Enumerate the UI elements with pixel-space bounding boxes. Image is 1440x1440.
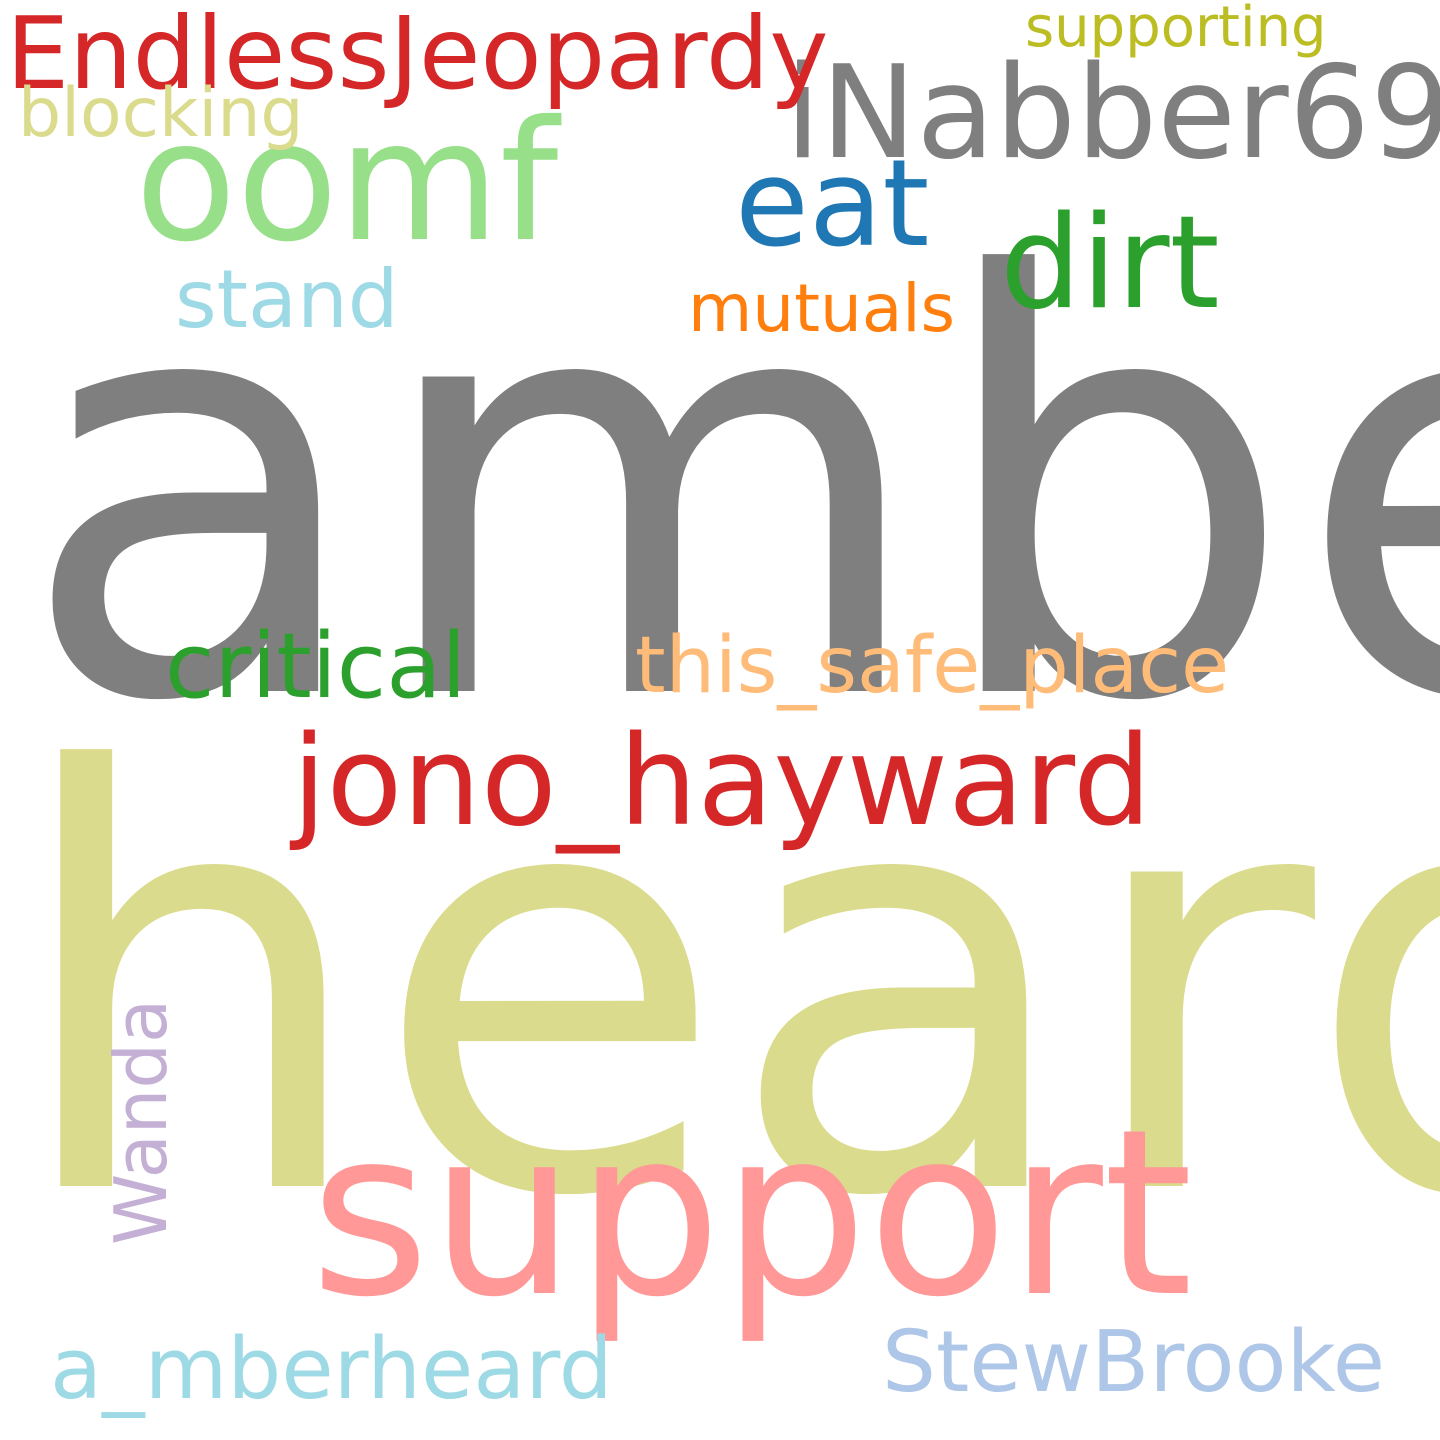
word-jono-hayward: jono_hayward [292, 710, 1152, 854]
word-amber: amber [18, 157, 1440, 827]
word-support: support [310, 1081, 1194, 1348]
word-wanda: Wanda [99, 998, 183, 1245]
word-mutuals: mutuals [688, 270, 955, 347]
word-stand: stand [175, 253, 399, 346]
word-blocking: blocking [18, 74, 304, 153]
word-stewbrooke: StewBrooke [882, 1313, 1385, 1412]
word-this-safe-place: this_safe_place [635, 621, 1230, 711]
word-dirt: dirt [1000, 189, 1220, 338]
word-endlessjeopardy: EndlessJeopardy [6, 0, 829, 112]
word-critical: critical [165, 614, 467, 719]
word-eat: eat [735, 135, 930, 274]
word-heard: heard [8, 652, 1440, 1322]
word-supporting: supporting [1025, 0, 1327, 60]
word-a-mberheard: a_mberheard [50, 1320, 613, 1419]
word-oomf: oomf [135, 86, 559, 279]
word-inabber69: iNabber69 [785, 39, 1440, 188]
